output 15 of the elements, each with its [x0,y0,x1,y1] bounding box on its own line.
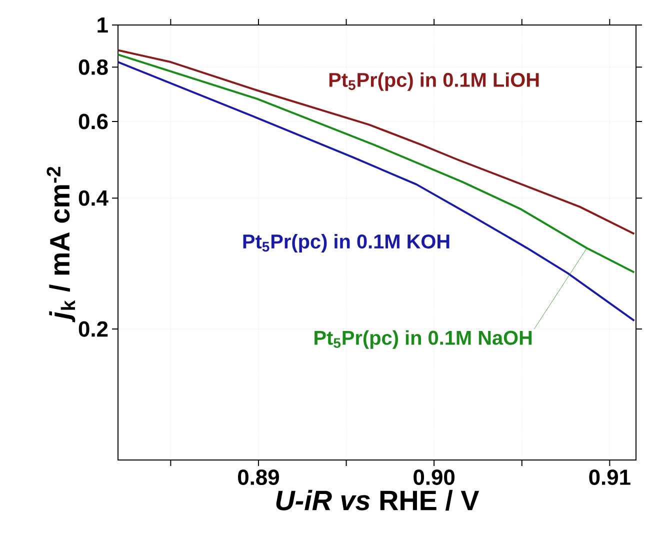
line-series [118,61,636,322]
y-tick-label: 1 [98,17,108,33]
series-label: Pt$_{5}$Pr(pc) in 0.1M LiOH [329,72,539,91]
x-tick-label: 0.89 [238,469,279,486]
line-series [118,49,636,235]
y-axis-title: j$_{k}$ / mA cm$^{-2}$ [46,166,76,322]
x-tick-label: 0.91 [589,469,630,486]
text: Pt$_{5}$Pr(pc) in 0.1M NaOH [314,330,532,349]
y-tick-label: 0.6 [78,114,108,130]
y-tick-label: 0.8 [78,59,108,75]
x-tick-label: 0.90 [414,469,455,486]
x-axis-title: U-iR vs RHE / V [276,490,480,511]
series-label: Pt$_{5}$Pr(pc) in 0.1M KOH [243,234,450,253]
y-tick-label: 0.4 [78,190,108,206]
y-tick-label: 0.2 [78,321,108,337]
